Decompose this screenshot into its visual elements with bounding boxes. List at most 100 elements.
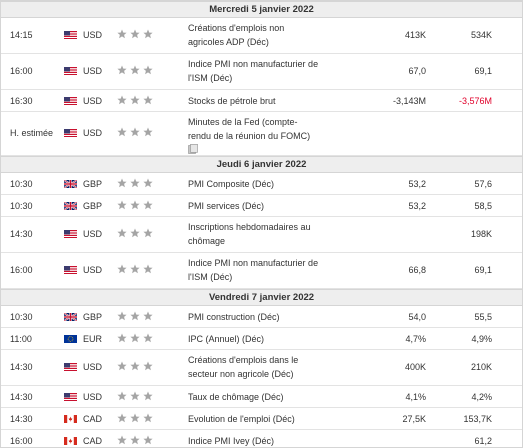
forecast-value: 69,1 — [474, 66, 492, 76]
event-name[interactable]: IPC (Annuel) (Déc) — [188, 332, 338, 346]
event-name[interactable]: Créations d'emplois non agricoles ADP (Dé… — [188, 21, 338, 49]
event-row[interactable]: 16:30 USD Stocks de pétrole brut -3,143M -3,… — [1, 90, 522, 112]
forecast-value: 55,5 — [474, 312, 492, 322]
forecast-value: -3,576M — [458, 96, 492, 106]
event-row[interactable]: 16:00 USD Indice PMI non manufacturier de l… — [1, 54, 522, 90]
day-header: Mercredi 5 janvier 2022 — [1, 1, 522, 18]
event-row[interactable]: 11:00 EUR IPC (Annuel) (Déc) 4,7% 4,9% — [1, 328, 522, 350]
star-icon — [143, 333, 153, 345]
actual-value: -3,143M — [392, 96, 426, 106]
star-icon — [117, 264, 127, 276]
event-name-line: Indice PMI non manufacturier de — [188, 258, 319, 268]
event-name[interactable]: Inscriptions hebdomadaires au chômage — [188, 220, 338, 248]
event-row[interactable]: 14:30 USD Taux de chômage (Déc) 4,1% 4,2% — [1, 386, 522, 408]
currency-code: USD — [83, 229, 103, 239]
event-row[interactable]: H. estimée USD Minutes de la Fed (compte-r… — [1, 112, 522, 156]
us-flag-icon — [64, 31, 77, 39]
forecast-value: 61,2 — [474, 436, 492, 446]
star-icon — [130, 228, 140, 240]
star-icon — [143, 361, 153, 373]
forecast-value: 198K — [470, 229, 492, 239]
us-flag-icon — [64, 266, 77, 274]
event-row[interactable]: 16:00 USD Indice PMI non manufacturier de l… — [1, 253, 522, 289]
currency-code: CAD — [83, 414, 103, 424]
event-name-line: Evolution de l'emploi (Déc) — [188, 414, 295, 424]
star-icon — [117, 29, 127, 41]
event-name-line: PMI construction (Déc) — [188, 312, 280, 322]
document-icon[interactable] — [188, 144, 338, 158]
event-name-line: PMI Composite (Déc) — [188, 179, 275, 189]
currency-code: USD — [83, 30, 103, 40]
us-flag-icon — [64, 363, 77, 371]
star-icon — [130, 65, 140, 77]
star-icon — [117, 200, 127, 212]
star-icon — [130, 391, 140, 403]
event-time: 11:00 — [10, 334, 32, 344]
gb-flag-icon — [63, 179, 78, 189]
event-name[interactable]: Indice PMI non manufacturier de l'ISM (Dé… — [188, 256, 338, 284]
event-name-line: PMI services (Déc) — [188, 201, 265, 211]
currency-code: USD — [83, 392, 103, 402]
event-row[interactable]: 14:30 USD Créations d'emplois dans le secte… — [1, 350, 522, 386]
star-icon — [130, 311, 140, 323]
event-name[interactable]: Créations d'emplois dans le secteur non a… — [188, 353, 338, 381]
star-icon — [117, 178, 127, 190]
event-row[interactable]: 10:30 GBP PMI construction (Déc) 54,0 55,5 — [1, 306, 522, 328]
star-icon — [117, 391, 127, 403]
event-name[interactable]: Stocks de pétrole brut — [188, 94, 338, 108]
event-name[interactable]: Taux de chômage (Déc) — [188, 390, 338, 404]
event-time: H. estimée — [10, 128, 54, 138]
ca-flag-icon — [64, 415, 77, 423]
event-row[interactable]: 14:30 CAD Evolution de l'emploi (Déc) 27,5K… — [1, 408, 522, 430]
star-icon — [130, 95, 140, 107]
event-name[interactable]: PMI Composite (Déc) — [188, 177, 338, 191]
importance-stars — [117, 311, 156, 323]
event-name[interactable]: PMI services (Déc) — [188, 199, 338, 213]
actual-value: 66,8 — [408, 265, 426, 275]
currency-code: USD — [83, 362, 103, 372]
event-name[interactable]: Indice PMI Ivey (Déc) — [188, 434, 338, 447]
event-row[interactable]: 14:30 USD Inscriptions hebdomadaires au chô… — [1, 217, 522, 253]
event-name-line: l'ISM (Déc) — [188, 73, 233, 83]
event-name-line: Inscriptions hebdomadaires au — [188, 222, 311, 232]
star-icon — [143, 391, 153, 403]
event-name-line: l'ISM (Déc) — [188, 272, 233, 282]
importance-stars — [117, 435, 156, 447]
event-row[interactable]: 10:30 GBP PMI services (Déc) 53,2 58,5 — [1, 195, 522, 217]
actual-value: 27,5K — [402, 414, 426, 424]
currency-code: USD — [83, 128, 103, 138]
event-name[interactable]: PMI construction (Déc) — [188, 310, 338, 324]
star-icon — [117, 95, 127, 107]
star-icon — [117, 435, 127, 447]
us-flag-icon — [64, 97, 77, 105]
us-flag-icon — [64, 230, 77, 238]
actual-value: 4,1% — [405, 392, 426, 402]
star-icon — [143, 264, 153, 276]
event-name[interactable]: Evolution de l'emploi (Déc) — [188, 412, 338, 426]
event-name[interactable]: Indice PMI non manufacturier de l'ISM (Dé… — [188, 57, 338, 85]
forecast-value: 58,5 — [474, 201, 492, 211]
event-name-line: rendu de la réunion du FOMC) — [188, 131, 311, 141]
importance-stars — [117, 264, 156, 276]
forecast-value: 57,6 — [474, 179, 492, 189]
event-name[interactable]: Minutes de la Fed (compte-rendu de la ré… — [188, 115, 338, 158]
importance-stars — [117, 228, 156, 240]
star-icon — [117, 65, 127, 77]
actual-value: 67,0 — [408, 66, 426, 76]
star-icon — [143, 127, 153, 139]
event-time: 10:30 — [10, 179, 33, 189]
importance-stars — [117, 333, 156, 345]
event-name-line: Créations d'emplois non — [188, 23, 285, 33]
star-icon — [143, 413, 153, 425]
importance-stars — [117, 361, 156, 373]
event-row[interactable]: 16:00 CAD Indice PMI Ivey (Déc) 61,2 — [1, 430, 522, 447]
star-icon — [117, 361, 127, 373]
event-row[interactable]: 10:30 GBP PMI Composite (Déc) 53,2 57,6 — [1, 173, 522, 195]
event-row[interactable]: 14:15 USD Créations d'emplois non agricoles… — [1, 18, 522, 54]
star-icon — [130, 200, 140, 212]
event-name-line: Indice PMI Ivey (Déc) — [188, 436, 275, 446]
actual-value: 53,2 — [408, 201, 426, 211]
actual-value: 400K — [404, 362, 426, 372]
star-icon — [143, 178, 153, 190]
